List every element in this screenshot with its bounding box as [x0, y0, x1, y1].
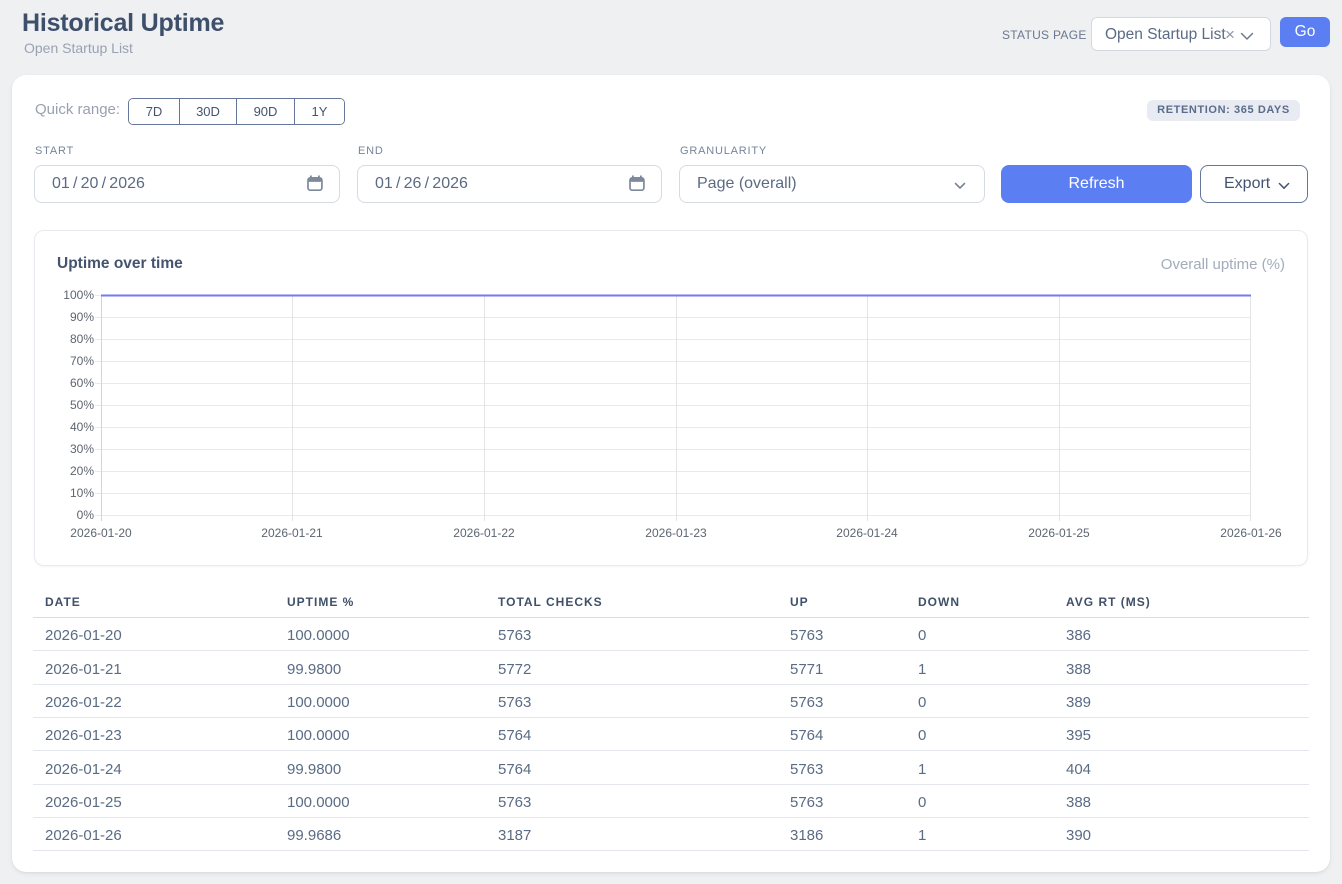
- svg-text:2026-01-23: 2026-01-23: [645, 526, 707, 540]
- svg-text:20%: 20%: [70, 464, 94, 478]
- svg-text:40%: 40%: [70, 420, 94, 434]
- svg-text:80%: 80%: [70, 332, 94, 346]
- svg-text:0%: 0%: [77, 508, 95, 522]
- svg-text:2026-01-26: 2026-01-26: [1220, 526, 1282, 540]
- svg-text:2026-01-24: 2026-01-24: [836, 526, 898, 540]
- svg-text:60%: 60%: [70, 376, 94, 390]
- svg-text:70%: 70%: [70, 354, 94, 368]
- svg-text:90%: 90%: [70, 310, 94, 324]
- svg-text:10%: 10%: [70, 486, 94, 500]
- svg-text:2026-01-25: 2026-01-25: [1028, 526, 1090, 540]
- svg-text:2026-01-22: 2026-01-22: [453, 526, 515, 540]
- svg-text:2026-01-20: 2026-01-20: [70, 526, 132, 540]
- svg-text:100%: 100%: [63, 288, 94, 302]
- svg-text:50%: 50%: [70, 398, 94, 412]
- svg-text:2026-01-21: 2026-01-21: [261, 526, 323, 540]
- svg-text:30%: 30%: [70, 442, 94, 456]
